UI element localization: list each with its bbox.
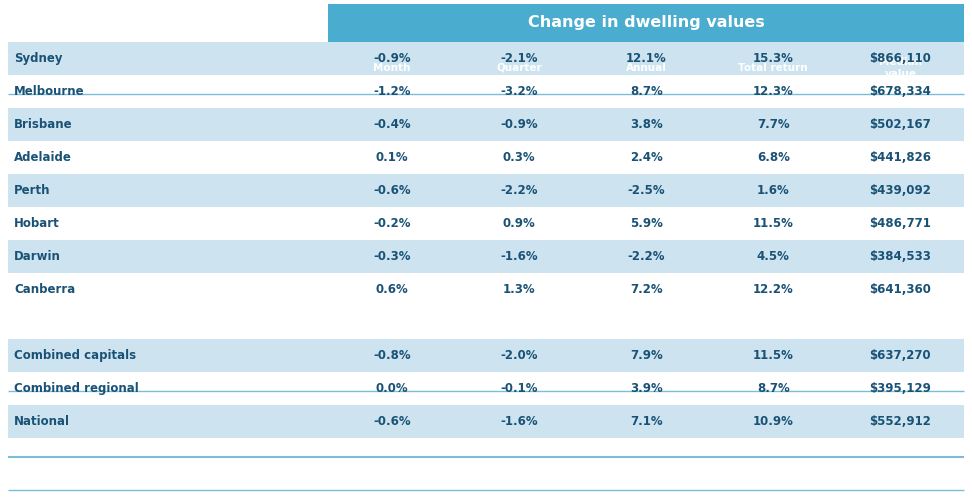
Text: 2.4%: 2.4% <box>630 151 663 164</box>
Text: 7.9%: 7.9% <box>630 349 663 362</box>
Text: -2.2%: -2.2% <box>627 250 665 263</box>
Text: -0.2%: -0.2% <box>373 217 410 230</box>
Text: $678,334: $678,334 <box>870 85 931 98</box>
Bar <box>8 4 329 42</box>
Text: Sydney: Sydney <box>14 52 62 65</box>
Text: 3.9%: 3.9% <box>630 382 663 395</box>
Text: 0.0%: 0.0% <box>375 382 408 395</box>
Text: 7.1%: 7.1% <box>630 415 663 428</box>
Text: -0.6%: -0.6% <box>373 184 410 197</box>
Text: 12.1%: 12.1% <box>626 52 667 65</box>
Text: -0.6%: -0.6% <box>373 415 410 428</box>
Text: 11.5%: 11.5% <box>753 217 794 230</box>
Text: $486,771: $486,771 <box>870 217 931 230</box>
Bar <box>8 306 964 339</box>
Text: -1.2%: -1.2% <box>373 85 410 98</box>
Text: 1.6%: 1.6% <box>757 184 789 197</box>
Text: 12.2%: 12.2% <box>753 283 794 296</box>
Text: Adelaide: Adelaide <box>14 151 72 164</box>
Text: $637,270: $637,270 <box>870 349 931 362</box>
Text: Total return: Total return <box>739 63 808 73</box>
Text: 1.3%: 1.3% <box>503 283 536 296</box>
Text: $641,360: $641,360 <box>870 283 931 296</box>
Text: Quarter: Quarter <box>496 63 541 73</box>
Bar <box>8 273 964 306</box>
Text: 6.8%: 6.8% <box>757 151 789 164</box>
Text: 5.9%: 5.9% <box>630 217 663 230</box>
Bar <box>8 240 964 273</box>
Text: 0.1%: 0.1% <box>375 151 408 164</box>
Text: 15.3%: 15.3% <box>753 52 794 65</box>
Text: 12.3%: 12.3% <box>753 85 794 98</box>
Text: 11.5%: 11.5% <box>753 349 794 362</box>
Text: 7.2%: 7.2% <box>630 283 663 296</box>
Text: -0.9%: -0.9% <box>501 118 538 131</box>
Text: -2.1%: -2.1% <box>501 52 538 65</box>
Bar <box>8 75 964 108</box>
Bar <box>8 339 964 372</box>
Text: Darwin: Darwin <box>14 250 61 263</box>
Text: 0.6%: 0.6% <box>375 283 408 296</box>
Bar <box>8 207 964 240</box>
Text: 4.5%: 4.5% <box>757 250 789 263</box>
Text: 8.7%: 8.7% <box>757 382 789 395</box>
Text: 7.7%: 7.7% <box>757 118 789 131</box>
Bar <box>329 4 964 42</box>
Bar <box>8 42 964 75</box>
Text: $866,110: $866,110 <box>870 52 931 65</box>
Text: Hobart: Hobart <box>14 217 59 230</box>
Text: -2.2%: -2.2% <box>501 184 538 197</box>
Text: $384,533: $384,533 <box>870 250 931 263</box>
Text: -0.4%: -0.4% <box>373 118 410 131</box>
Text: 0.9%: 0.9% <box>503 217 536 230</box>
Bar <box>8 174 964 207</box>
Text: $441,826: $441,826 <box>869 151 931 164</box>
Bar <box>8 141 964 174</box>
Bar <box>8 108 964 141</box>
Text: Median
value: Median value <box>879 57 922 79</box>
Text: 10.9%: 10.9% <box>753 415 794 428</box>
Bar <box>8 42 964 94</box>
Text: $395,129: $395,129 <box>870 382 931 395</box>
Text: -0.1%: -0.1% <box>501 382 538 395</box>
Text: Combined regional: Combined regional <box>14 382 139 395</box>
Text: -2.5%: -2.5% <box>627 184 665 197</box>
Text: Combined capitals: Combined capitals <box>14 349 136 362</box>
Text: -0.9%: -0.9% <box>373 52 410 65</box>
Text: -3.2%: -3.2% <box>501 85 538 98</box>
Text: 3.8%: 3.8% <box>630 118 663 131</box>
Text: -0.3%: -0.3% <box>373 250 410 263</box>
Text: Brisbane: Brisbane <box>14 118 73 131</box>
Bar <box>8 372 964 405</box>
Text: Perth: Perth <box>14 184 51 197</box>
Text: 8.7%: 8.7% <box>630 85 663 98</box>
Text: $439,092: $439,092 <box>870 184 931 197</box>
Text: -1.6%: -1.6% <box>501 250 538 263</box>
Text: Canberra: Canberra <box>14 283 75 296</box>
Bar <box>8 405 964 438</box>
Text: Annual: Annual <box>626 63 667 73</box>
Text: $552,912: $552,912 <box>870 415 931 428</box>
Text: Change in dwelling values: Change in dwelling values <box>528 16 765 30</box>
Text: National: National <box>14 415 70 428</box>
Text: 0.3%: 0.3% <box>503 151 536 164</box>
Text: $502,167: $502,167 <box>870 118 931 131</box>
Text: -1.6%: -1.6% <box>501 415 538 428</box>
Text: Month: Month <box>373 63 410 73</box>
Text: -2.0%: -2.0% <box>501 349 538 362</box>
Text: Melbourne: Melbourne <box>14 85 85 98</box>
Text: -0.8%: -0.8% <box>373 349 410 362</box>
